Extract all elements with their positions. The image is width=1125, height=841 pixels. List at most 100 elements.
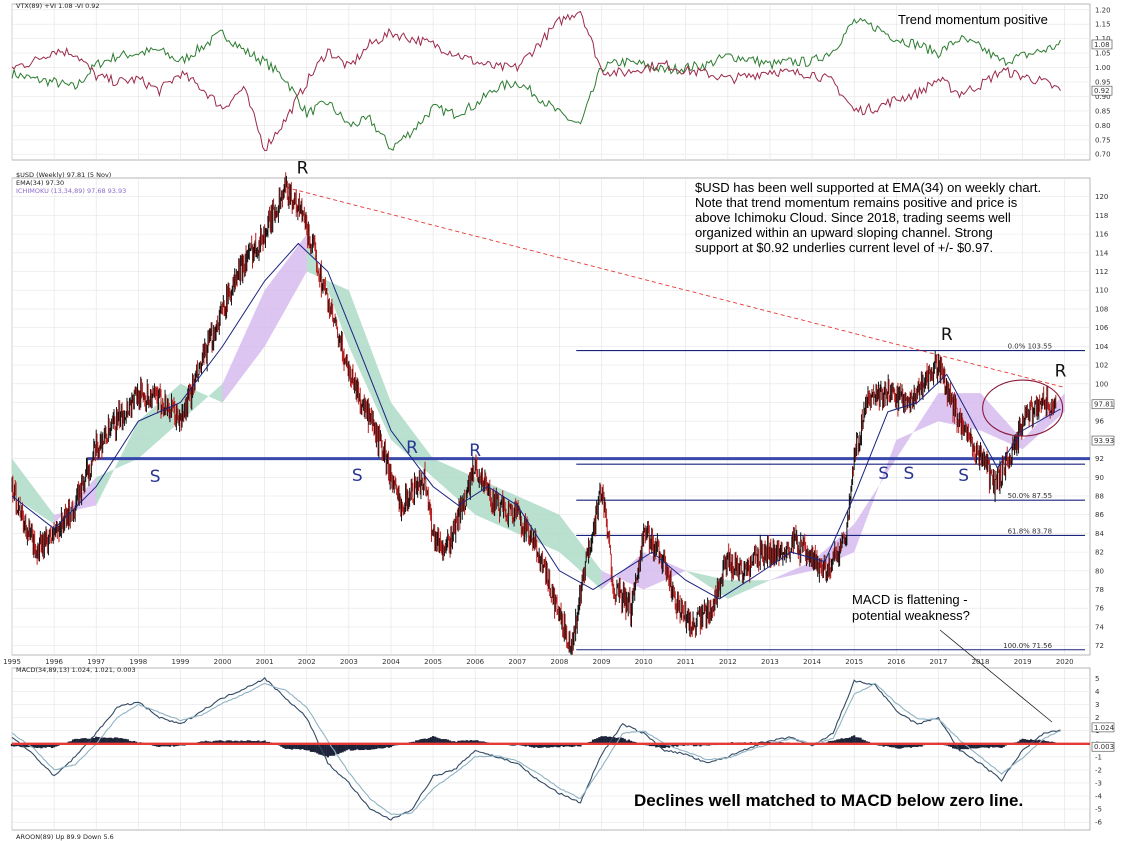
y-tick-label: 0.70 [1095, 151, 1111, 159]
y-tick-label: 102 [1095, 362, 1108, 370]
analysis-note-line-4: organized within an upward sloping chann… [695, 225, 993, 240]
vortex-annotation: Trend momentum positive [898, 12, 1048, 27]
ichimoku-cloud-segment [517, 496, 560, 553]
x-tick-label: 2003 [340, 658, 358, 666]
resistance-mark: R [406, 438, 418, 458]
analysis-note-line-2: Note that trend momentum remains positiv… [695, 195, 1018, 210]
y-tick-label: 104 [1095, 343, 1109, 351]
macd-signal-line [11, 682, 1061, 815]
price-last-value-box [1091, 399, 1115, 410]
x-tick-label: 1996 [45, 658, 63, 666]
x-tick-label: 2004 [382, 658, 400, 666]
y-tick-label: 0.85 [1095, 107, 1111, 115]
y-tick-label: 1.00 [1095, 64, 1111, 72]
y-tick-label: 106 [1095, 324, 1109, 332]
resistance-trendline [285, 186, 1065, 388]
analysis-note-line-1: $USD has been well supported at EMA(34) … [695, 180, 1041, 195]
analysis-note-line-5: support at $0.92 underlies current level… [695, 240, 993, 255]
price-legend-ichimoku: ICHIMOKU (13,34,89) 97.68 93.93 [16, 187, 126, 195]
y-tick-label: 86 [1095, 511, 1104, 519]
x-tick-label: 2008 [551, 658, 569, 666]
macd-last-value-box [1091, 722, 1115, 733]
y-tick-label: 90 [1095, 474, 1104, 482]
vortex-last-value-box [1091, 85, 1113, 96]
price-last-value-box [1091, 435, 1115, 446]
ema-34-line [11, 242, 1061, 600]
x-tick-label: 2002 [298, 658, 316, 666]
resistance-mark: R [297, 158, 309, 178]
x-tick-label: 2001 [256, 658, 274, 666]
vortex-last-value: 0.92 [1094, 87, 1110, 95]
macd-line [11, 676, 1061, 821]
y-tick-label: 4 [1095, 688, 1100, 696]
y-tick-label: 120 [1095, 193, 1108, 201]
macd-last-value-box [1091, 741, 1115, 752]
y-tick-label: -2 [1095, 766, 1102, 774]
ichimoku-cloud-segment [854, 439, 897, 553]
y-tick-label: -6 [1095, 819, 1103, 827]
y-tick-label: 84 [1095, 530, 1104, 538]
ichimoku-cloud-segment [770, 561, 813, 581]
vortex-minus-line [11, 10, 1061, 152]
x-tick-label: 2013 [761, 658, 779, 666]
y-tick-label: 1.15 [1095, 21, 1111, 29]
support-mark: S [352, 466, 363, 486]
y-tick-label: 72 [1095, 642, 1104, 650]
y-tick-label: 5 [1095, 675, 1099, 683]
vortex-last-value: 1.08 [1094, 41, 1110, 49]
x-tick-label: 2019 [1014, 658, 1032, 666]
y-tick-label: 76 [1095, 605, 1104, 613]
y-tick-label: 82 [1095, 549, 1104, 557]
x-tick-label: 2005 [424, 658, 442, 666]
macd-note-line-1: MACD is flattening - [852, 592, 968, 607]
price-legend-usd: $USD (Weekly) 97.81 (5 Nov) [16, 171, 111, 179]
y-tick-label: 74 [1095, 623, 1104, 631]
aroon-legend: AROON(89) Up 89.9 Down 5.6 [16, 833, 114, 841]
y-tick-label: 92 [1095, 455, 1104, 463]
resistance-mark: R [1055, 361, 1067, 381]
x-tick-label: 2015 [845, 658, 863, 666]
x-tick-label: 2017 [929, 658, 947, 666]
x-tick-label: 1995 [3, 658, 21, 666]
y-tick-label: 108 [1095, 305, 1108, 313]
macd-legend: MACD(34,89,13) 1.024, 1.021, 0.003 [16, 666, 136, 674]
channel-highlight-ellipse [982, 379, 1064, 437]
y-tick-label: 0.90 [1095, 93, 1111, 101]
resistance-mark: R [469, 441, 481, 461]
fibonacci-level-label: 61.8% 83.78 [1008, 527, 1053, 535]
x-tick-label: 2010 [635, 658, 653, 666]
x-tick-label: 2007 [508, 658, 526, 666]
ichimoku-cloud-segment [938, 393, 981, 431]
fibonacci-level-label: 50.0% 87.55 [1008, 492, 1053, 500]
x-tick-label: 2018 [972, 658, 990, 666]
y-tick-label: 96 [1095, 418, 1104, 426]
fibonacci-level-label: 100.0% 71.56 [1003, 642, 1053, 650]
ichimoku-cloud-segment [727, 580, 770, 599]
y-tick-label: -5 [1095, 806, 1102, 814]
y-tick-label: 116 [1095, 231, 1109, 239]
macd-last-value: 1.024 [1094, 724, 1115, 732]
y-tick-label: 0.80 [1095, 122, 1111, 130]
vortex-panel [11, 10, 1061, 152]
support-mark: S [958, 466, 969, 486]
axes: 1995 1996 1997 1998 1999 2000 2001 2002 2003 2004… [3, 6, 1115, 826]
support-mark: S [878, 464, 889, 484]
x-tick-label: 2000 [214, 658, 232, 666]
vortex-last-value-box [1091, 39, 1113, 50]
price-legend-ema: EMA(34) 97.30 [16, 179, 64, 187]
macd-note-line-2: potential weakness? [852, 608, 970, 623]
fibonacci-level-label: 0.0% 103.55 [1008, 343, 1053, 351]
y-tick-label: 1.20 [1095, 6, 1111, 14]
y-tick-label: 112 [1095, 268, 1108, 276]
resistance-mark: R [941, 325, 953, 345]
y-tick-label: 0.75 [1095, 136, 1111, 144]
y-tick-label: 118 [1095, 212, 1108, 220]
y-tick-label: 114 [1095, 249, 1109, 257]
y-tick-label: 1.10 [1095, 35, 1111, 43]
y-tick-label: 2 [1095, 714, 1099, 722]
y-tick-label: -3 [1095, 779, 1102, 787]
support-mark: S [904, 464, 915, 484]
ichimoku-cloud-segment [559, 514, 602, 590]
price-last-value: 93.93 [1094, 437, 1114, 445]
support-mark: S [150, 467, 161, 487]
